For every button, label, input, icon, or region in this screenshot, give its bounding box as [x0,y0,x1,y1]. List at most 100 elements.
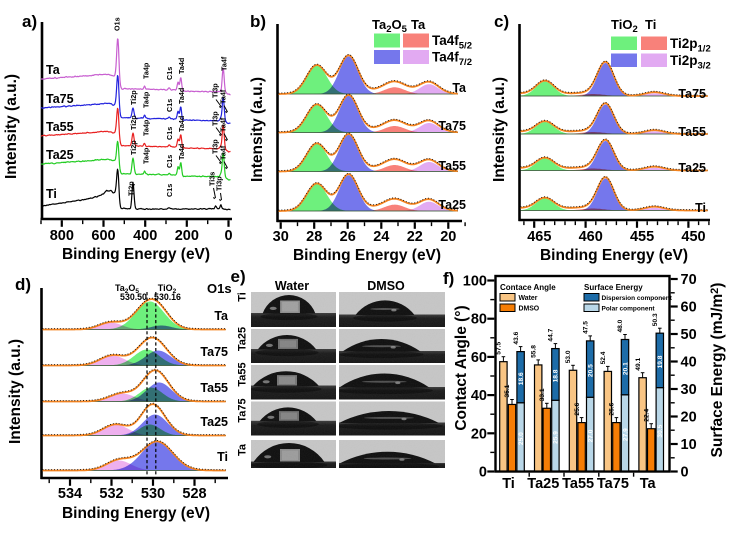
svg-text:28: 28 [306,229,322,245]
svg-text:Ta75: Ta75 [678,87,706,101]
svg-text:Binding Energy (eV): Binding Energy (eV) [62,505,210,522]
svg-text:Intensity (a.u.): Intensity (a.u.) [3,74,20,179]
svg-text:18.8: 18.8 [553,369,560,382]
svg-text:30: 30 [273,229,289,245]
svg-text:530.16: 530.16 [154,292,181,302]
svg-text:Ta4d: Ta4d [177,116,186,132]
svg-text:Ta4f: Ta4f [219,145,228,160]
svg-text:20: 20 [440,229,456,245]
svg-text:TiO2: TiO2 [611,17,638,35]
svg-text:19.8: 19.8 [657,355,664,368]
svg-text:f): f) [443,269,454,288]
svg-text:DMSO: DMSO [519,306,540,313]
svg-text:50.3: 50.3 [652,313,659,326]
svg-text:27.0: 27.0 [588,429,595,442]
svg-text:43.6: 43.6 [513,331,520,344]
svg-text:TiO2: TiO2 [158,283,177,295]
svg-text:Ta75: Ta75 [438,119,466,133]
svg-text:Ta25: Ta25 [678,161,706,175]
svg-text:Intensity (a.u.): Intensity (a.u.) [7,339,24,444]
svg-text:25.6: 25.6 [609,402,616,415]
svg-text:465: 465 [527,229,551,245]
svg-text:d): d) [15,275,31,294]
svg-text:Ta: Ta [452,81,467,95]
svg-text:534: 534 [58,486,82,502]
svg-text:80: 80 [471,312,487,328]
svg-text:Ta2O5: Ta2O5 [372,17,408,35]
svg-text:Ta4f: Ta4f [220,56,229,71]
svg-text:Dispersion component: Dispersion component [602,295,673,302]
svg-text:DMSO: DMSO [367,279,405,293]
svg-text:O1s: O1s [113,17,122,31]
svg-text:53.0: 53.0 [565,350,572,363]
svg-text:Ta25: Ta25 [200,415,228,429]
svg-text:600: 600 [91,228,115,244]
svg-text:Ta25: Ta25 [237,327,249,351]
svg-text:Intensity (a.u.): Intensity (a.u.) [491,77,508,182]
svg-text:Ta4p: Ta4p [142,62,151,79]
svg-text:Ta4d: Ta4d [177,58,186,74]
svg-text:Ti: Ti [237,292,249,302]
svg-text:0: 0 [224,228,232,244]
svg-text:52.4: 52.4 [600,351,607,364]
svg-text:Binding Energy (eV): Binding Energy (eV) [293,247,441,264]
svg-text:30: 30 [681,382,697,398]
svg-text:Water: Water [519,295,538,302]
svg-text:Ta55: Ta55 [237,362,249,386]
svg-text:100: 100 [463,274,487,290]
svg-text:Ta: Ta [214,309,229,323]
svg-text:Ta: Ta [411,17,426,32]
svg-text:60: 60 [681,300,697,316]
svg-text:Ta75: Ta75 [597,476,629,492]
svg-text:C1s: C1s [165,127,174,140]
svg-text:Contact Angle (°): Contact Angle (°) [453,305,470,430]
svg-text:Ta55: Ta55 [678,125,706,139]
svg-text:40: 40 [471,388,487,404]
svg-text:Ta4p: Ta4p [142,119,151,136]
svg-text:27.9: 27.9 [622,428,629,441]
svg-text:Binding Energy (eV): Binding Energy (eV) [540,247,688,264]
svg-text:Binding Energy (eV): Binding Energy (eV) [62,246,210,263]
svg-text:530.50: 530.50 [120,292,147,302]
svg-text:Ta75: Ta75 [237,398,249,422]
svg-text:22: 22 [407,229,423,245]
svg-text:Ta: Ta [640,476,657,492]
svg-text:Ti: Ti [502,476,515,492]
svg-text:Ta4f: Ta4f [219,117,228,132]
svg-text:Ti3s: Ti3s [208,172,217,186]
svg-text:Ta4d: Ta4d [177,144,186,160]
svg-text:35.1: 35.1 [504,384,511,397]
svg-text:44.7: 44.7 [548,328,555,341]
svg-text:530: 530 [141,486,165,502]
svg-text:Ti2p: Ti2p [129,90,138,105]
svg-text:Ti3p: Ti3p [211,111,220,126]
svg-text:25.6: 25.6 [574,402,581,415]
svg-text:C1s: C1s [165,155,174,168]
svg-text:48.0: 48.0 [617,319,624,332]
svg-text:Ta25: Ta25 [438,198,466,212]
svg-text:Ta25: Ta25 [527,476,559,492]
svg-text:200: 200 [175,228,199,244]
svg-text:70: 70 [681,272,697,288]
svg-text:25.9: 25.9 [553,431,560,444]
svg-text:455: 455 [630,229,654,245]
svg-text:b): b) [250,12,266,31]
svg-text:Ta: Ta [46,63,61,77]
svg-text:460: 460 [579,229,603,245]
svg-text:0: 0 [479,465,487,481]
svg-text:Ti3p: Ti3p [211,139,220,154]
svg-text:Contace Angle: Contace Angle [500,283,556,292]
svg-text:Ti2p: Ti2p [129,115,138,130]
svg-text:Ta75: Ta75 [46,92,74,106]
svg-text:532: 532 [99,486,123,502]
svg-text:Ta: Ta [237,443,249,456]
svg-text:0: 0 [681,465,689,481]
svg-text:a): a) [22,12,37,31]
svg-text:57.5: 57.5 [496,342,503,355]
svg-text:C1s: C1s [165,67,174,80]
svg-text:Ta4d: Ta4d [177,88,186,104]
svg-text:Ti: Ti [217,450,228,464]
svg-text:25.0: 25.0 [518,432,525,445]
svg-text:33.1: 33.1 [539,388,546,401]
svg-text:24: 24 [373,229,389,245]
